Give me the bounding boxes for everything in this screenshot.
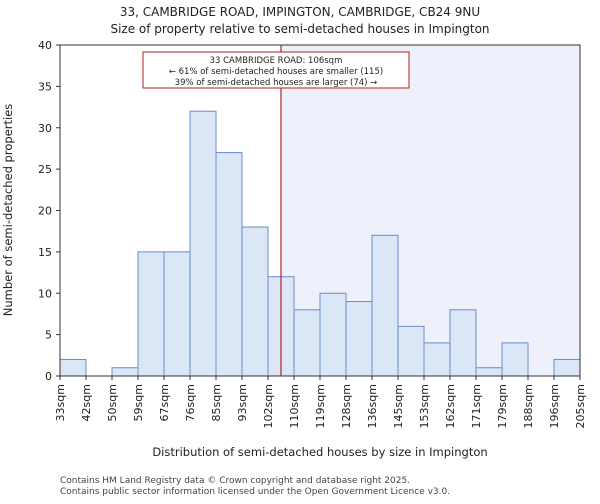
- x-tick-label-13: 145sqm: [392, 384, 405, 428]
- annotation-value-label: 33 CAMBRIDGE ROAD: 106sqm: [210, 56, 343, 66]
- x-tick-label-15: 162sqm: [444, 384, 457, 428]
- bar-15: [449, 309, 477, 377]
- chart-title: 33, CAMBRIDGE ROAD, IMPINGTON, CAMBRIDGE…: [120, 5, 480, 19]
- x-tick-label-4: 67sqm: [158, 384, 171, 421]
- footer-line-1: Contains HM Land Registry data © Crown c…: [60, 476, 410, 486]
- x-tick-label-8: 102sqm: [262, 384, 275, 428]
- y-tick-label-40: 40: [38, 39, 52, 52]
- x-tick-label-1: 42sqm: [80, 384, 93, 421]
- x-tick-label-3: 59sqm: [132, 384, 145, 421]
- bar-9: [293, 309, 321, 377]
- bar-6: [215, 152, 243, 377]
- x-tick-label-17: 179sqm: [496, 384, 509, 428]
- x-tick-label-6: 85sqm: [210, 384, 223, 421]
- y-tick-label-0: 0: [45, 370, 52, 383]
- bar-5: [189, 110, 217, 377]
- y-tick-label-15: 15: [38, 246, 52, 259]
- bar-0: [59, 358, 87, 377]
- bar-2: [111, 367, 139, 377]
- x-tick-label-19: 196sqm: [548, 384, 561, 428]
- x-tick-label-20: 205sqm: [574, 384, 587, 428]
- y-tick-label-20: 20: [38, 205, 52, 218]
- x-tick-label-9: 110sqm: [288, 384, 301, 428]
- x-tick-label-18: 188sqm: [522, 384, 535, 428]
- annotation-larger-text: 39% of semi-detached houses are larger (…: [175, 78, 378, 88]
- x-tick-label-0: 33sqm: [54, 384, 67, 421]
- y-tick-label-30: 30: [38, 122, 52, 135]
- x-tick-label-11: 128sqm: [340, 384, 353, 428]
- annotation-box: [142, 51, 410, 89]
- bar-19: [553, 358, 581, 377]
- y-axis-label: Number of semi-detached properties: [1, 104, 15, 316]
- y-tick-label-35: 35: [38, 80, 52, 93]
- chart-subtitle: Size of property relative to semi-detach…: [110, 22, 489, 36]
- x-tick-label-16: 171sqm: [470, 384, 483, 428]
- bar-3: [137, 251, 165, 377]
- x-tick-label-10: 119sqm: [314, 384, 327, 428]
- bar-14: [423, 342, 451, 377]
- bar-13: [397, 325, 425, 377]
- x-tick-label-5: 76sqm: [184, 384, 197, 421]
- bar-4: [163, 251, 191, 377]
- bar-7: [241, 226, 269, 377]
- x-tick-label-7: 93sqm: [236, 384, 249, 421]
- bar-11: [345, 301, 373, 377]
- bar-16: [475, 367, 503, 377]
- bar-17: [501, 342, 529, 377]
- y-tick-label-5: 5: [45, 329, 52, 342]
- x-tick-label-2: 50sqm: [106, 384, 119, 421]
- x-tick-label-12: 136sqm: [366, 384, 379, 428]
- footer-line-2: Contains public sector information licen…: [60, 487, 450, 497]
- x-axis-label: Distribution of semi-detached houses by …: [152, 445, 487, 459]
- x-tick-label-14: 153sqm: [418, 384, 431, 428]
- y-tick-label-25: 25: [38, 163, 52, 176]
- plot-area: 0 5 10 15 20 25 30 35 40 33sqm 42sqm 50sqm 59sqm 67sq…: [38, 39, 587, 428]
- y-tick-label-10: 10: [38, 287, 52, 300]
- annotation-smaller-text: ← 61% of semi-detached houses are smalle…: [169, 67, 383, 77]
- bar-10: [319, 292, 347, 377]
- bar-12: [371, 234, 399, 377]
